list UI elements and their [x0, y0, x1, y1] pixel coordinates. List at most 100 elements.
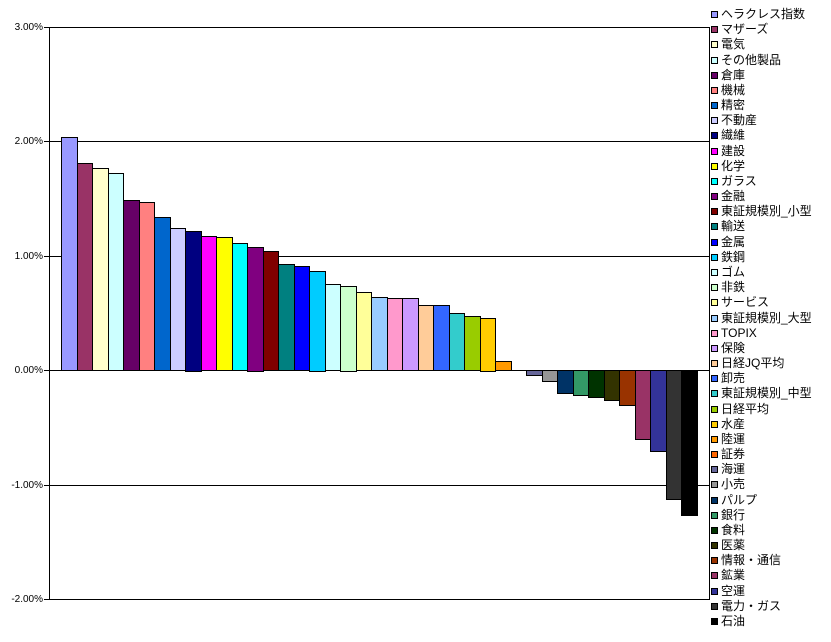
legend-label: 電力・ガス [721, 598, 782, 613]
legend-label: 東証規模別_大型 [721, 310, 812, 325]
bar [371, 297, 388, 371]
bar [294, 266, 310, 371]
legend-label: 化学 [721, 158, 746, 173]
bar [418, 305, 434, 371]
bar [77, 163, 93, 371]
y-axis-tick-label: 0.00% [14, 365, 43, 376]
legend-item: 不動産 [711, 113, 757, 128]
legend-color-chip [711, 193, 718, 201]
legend-color-chip [711, 420, 718, 428]
bar [309, 271, 326, 372]
legend-label: 鉱業 [721, 568, 746, 583]
legend-item: 水産 [711, 417, 745, 432]
legend-item: 電力・ガス [711, 599, 781, 614]
bar [139, 202, 155, 371]
legend-color-chip [711, 435, 718, 443]
bar [650, 370, 667, 452]
legend-color-chip [711, 132, 718, 140]
legend-color-chip [711, 557, 718, 565]
legend-color-chip [711, 177, 718, 185]
legend-item: 金属 [711, 235, 745, 250]
legend-color-chip [711, 466, 718, 474]
legend-color-chip [711, 481, 718, 489]
bar [635, 370, 651, 440]
y-axis-tick [44, 370, 49, 371]
legend-label: その他製品 [721, 52, 782, 67]
legend-label: 電気 [721, 37, 746, 52]
legend-item: 日経平均 [711, 402, 769, 417]
legend-color-chip [711, 71, 718, 79]
legend-color-chip [711, 268, 718, 276]
bar [588, 370, 605, 398]
legend-label: 小売 [721, 477, 746, 492]
legend-color-chip [711, 208, 718, 216]
legend-label: サービス [721, 295, 770, 310]
legend-label: ヘラクレス指数 [721, 7, 806, 21]
legend-label: 倉庫 [721, 67, 746, 82]
legend-color-chip [711, 375, 718, 383]
bar [526, 370, 543, 376]
legend-item: 東証規模別_小型 [711, 204, 812, 219]
legend-label: 金融 [721, 189, 746, 204]
legend-color-chip [711, 117, 718, 125]
legend-item: 卸売 [711, 371, 745, 386]
bar [247, 247, 264, 372]
legend-label: 繊維 [721, 128, 746, 143]
legend-label: 保険 [721, 340, 746, 355]
legend-label: 石油 [721, 614, 746, 628]
y-axis-tick-label: -2.00% [11, 594, 43, 605]
legend-color-chip [711, 526, 718, 534]
bar [666, 370, 682, 500]
legend-color-chip [711, 360, 718, 368]
legend-item: サービス [711, 295, 769, 310]
bar [325, 284, 341, 371]
legend-item: 建設 [711, 144, 745, 159]
legend-label: 精密 [721, 98, 746, 113]
bar [278, 264, 295, 371]
legend-label: 医薬 [721, 538, 746, 553]
legend-color-chip [711, 390, 718, 398]
legend-label: 機械 [721, 82, 746, 97]
legend-item: 陸運 [711, 432, 745, 447]
y-axis-tick-label: 1.00% [14, 251, 43, 262]
bar [573, 370, 589, 396]
plot-area [49, 27, 709, 600]
legend-item: パルプ [711, 493, 757, 508]
bar [185, 231, 202, 372]
bar [464, 316, 481, 371]
bar [232, 243, 248, 371]
legend-color-chip [711, 147, 718, 155]
legend-item: マザーズ [711, 22, 768, 37]
legend-item: 非鉄 [711, 280, 745, 295]
legend-item: 海運 [711, 462, 745, 477]
gridline [49, 599, 709, 600]
legend-color-chip [711, 511, 718, 519]
y-axis-tick-label: 3.00% [14, 22, 43, 33]
legend-color-chip [711, 572, 718, 580]
y-axis-tick [44, 485, 49, 486]
legend-item: 食料 [711, 523, 745, 538]
legend-color-chip [711, 253, 718, 261]
legend-item: 情報・通信 [711, 553, 781, 568]
bar [61, 137, 78, 371]
legend-label: TOPIX [721, 325, 757, 340]
y-axis-tick [44, 256, 49, 257]
legend-item: 保険 [711, 341, 745, 356]
legend-color-chip [711, 284, 718, 292]
legend-color-chip [711, 223, 718, 231]
legend-label: パルプ [721, 492, 758, 507]
legend-label: マザーズ [721, 22, 769, 37]
plot-right-border [709, 27, 710, 600]
legend-label: 銀行 [721, 507, 746, 522]
legend-label: ガラス [721, 173, 757, 188]
y-axis-tick-label: -1.00% [11, 480, 43, 491]
bar [92, 168, 109, 371]
legend-color-chip [711, 602, 718, 610]
bar [604, 370, 620, 401]
legend-item: 精密 [711, 98, 745, 113]
legend-label: ゴム [721, 264, 746, 279]
y-axis-tick [44, 27, 49, 28]
legend-color-chip [711, 618, 718, 625]
legend-color-chip [711, 587, 718, 595]
